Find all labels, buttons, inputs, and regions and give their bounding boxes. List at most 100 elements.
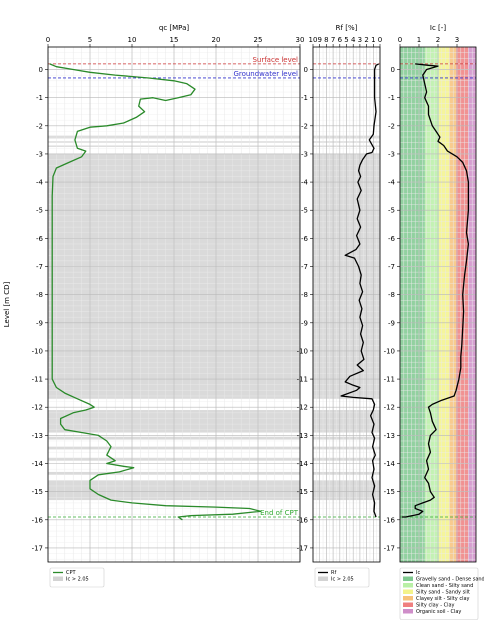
y-tick-label: -16 — [32, 516, 44, 524]
y-tick-label: -12 — [297, 404, 308, 412]
x-axis-label: qc [MPa] — [159, 24, 189, 32]
annotation-label: End of CPT — [260, 509, 299, 517]
legend-patch-swatch — [403, 576, 413, 581]
y-tick-label: -10 — [384, 347, 395, 355]
y-tick-label: -5 — [301, 207, 308, 215]
panel-1: Surface level Groundwater level End of CPT… — [3, 24, 305, 563]
legend-label: Gravelly sand - Dense sand — [416, 577, 484, 583]
y-tick-label: -17 — [384, 544, 395, 552]
soil-zone-4 — [449, 47, 457, 562]
y-tick-label: -7 — [301, 263, 308, 271]
y-tick-label: -1 — [388, 94, 395, 102]
x-tick-label: 4 — [351, 36, 356, 44]
y-tick-label: -16 — [384, 516, 396, 524]
x-tick-label: 7 — [331, 36, 335, 44]
y-tick-label: -12 — [384, 404, 395, 412]
y-tick-label: -3 — [301, 150, 308, 158]
y-tick-label: -16 — [297, 516, 309, 524]
y-tick-label: -5 — [388, 207, 395, 215]
y-tick-label: -7 — [388, 263, 395, 271]
soil-zone-5 — [456, 47, 469, 562]
x-tick-label: 3 — [455, 36, 459, 44]
y-tick-label: -6 — [301, 235, 309, 243]
x-tick-label: 0 — [398, 36, 402, 44]
y-tick-label: -4 — [36, 179, 44, 187]
x-tick-label: 0 — [46, 36, 50, 44]
legend-patch-swatch — [403, 609, 413, 614]
legend-patch-swatch — [403, 589, 413, 594]
x-tick-label: 8 — [324, 36, 328, 44]
y-axis-label: Level [m CD] — [3, 281, 11, 327]
y-tick-label: -12 — [32, 404, 43, 412]
y-tick-label: -9 — [301, 319, 308, 327]
annotation-label: Surface level — [252, 56, 298, 64]
x-tick-label: 6 — [338, 36, 343, 44]
y-tick-label: -8 — [388, 291, 395, 299]
legend-label: Ic > 2.05 — [331, 577, 354, 583]
legend-box — [49, 567, 105, 588]
legend-label: Organic soil - Clay — [416, 609, 461, 615]
x-tick-label: 5 — [88, 36, 92, 44]
y-tick-label: -9 — [388, 319, 395, 327]
series-line-rf — [340, 63, 379, 518]
y-tick-label: -2 — [388, 122, 395, 130]
x-tick-label: 5 — [344, 36, 348, 44]
x-tick-label: 1 — [371, 36, 375, 44]
x-tick-label: 3 — [358, 36, 362, 44]
legend-label: Silty sand - Sandy silt — [416, 590, 470, 596]
y-tick-label: -5 — [36, 207, 43, 215]
y-tick-label: -2 — [301, 122, 308, 130]
y-tick-label: -1 — [301, 94, 308, 102]
x-axis-label: Ic [-] — [430, 24, 446, 32]
legend-label: Clayey silt - Silty clay — [416, 596, 470, 602]
legend-patch-swatch — [318, 576, 328, 581]
legend-label: Clean sand - Silty sand — [416, 583, 473, 589]
legend-patch-swatch — [403, 602, 413, 607]
y-tick-label: -4 — [388, 179, 396, 187]
y-tick-label: -11 — [384, 376, 395, 384]
y-tick-label: -15 — [32, 488, 43, 496]
y-tick-label: -8 — [301, 291, 308, 299]
x-tick-label: 20 — [212, 36, 221, 44]
y-tick-label: -6 — [36, 235, 44, 243]
y-tick-label: -14 — [297, 460, 309, 468]
legend-patch-swatch — [403, 583, 413, 588]
y-tick-label: -15 — [297, 488, 308, 496]
annotation-label: Groundwater level — [233, 70, 298, 78]
y-tick-label: 0 — [39, 66, 43, 74]
x-tick-label: 1 — [417, 36, 421, 44]
soil-zone-3 — [438, 47, 450, 562]
legend-box — [314, 567, 370, 588]
soil-zone-1 — [400, 47, 425, 562]
y-tick-label: -11 — [297, 376, 308, 384]
x-tick-label: 9 — [317, 36, 321, 44]
panel-2: 10 9 8 7 6 5 4 3 2 1 0Rf [%]0-1-2-3-4-5-6-7-8-9-10… — [297, 24, 382, 563]
y-tick-label: -14 — [384, 460, 396, 468]
legend-label: Rf — [331, 570, 336, 576]
y-tick-label: -3 — [36, 150, 43, 158]
legend-label: Silty clay - Clay — [416, 603, 455, 609]
y-tick-label: -9 — [36, 319, 43, 327]
panel-3: 0 1 2 3 Ic [-] 0 -1 -2 -3 -4 -5 -6 -7 -8 -9 -10 -11 -12 -1… — [384, 24, 477, 563]
y-tick-label: -10 — [32, 347, 43, 355]
y-tick-label: -7 — [36, 263, 43, 271]
y-tick-label: -17 — [32, 544, 43, 552]
y-tick-label: -4 — [301, 179, 309, 187]
y-tick-label: -13 — [297, 432, 308, 440]
x-tick-label: 2 — [364, 36, 368, 44]
x-tick-label: 2 — [436, 36, 440, 44]
x-tick-label: 30 — [296, 36, 305, 44]
legend-label: Ic — [416, 570, 420, 576]
y-tick-label: -2 — [36, 122, 43, 130]
y-tick-label: -6 — [388, 235, 396, 243]
y-tick-label: -13 — [384, 432, 395, 440]
x-tick-label: 10 — [128, 36, 137, 44]
y-tick-label: -17 — [297, 544, 308, 552]
x-tick-label: 15 — [170, 36, 179, 44]
legend-label: Ic > 2.05 — [66, 577, 89, 583]
legend-box — [399, 567, 479, 620]
y-tick-label: 0 — [391, 66, 395, 74]
